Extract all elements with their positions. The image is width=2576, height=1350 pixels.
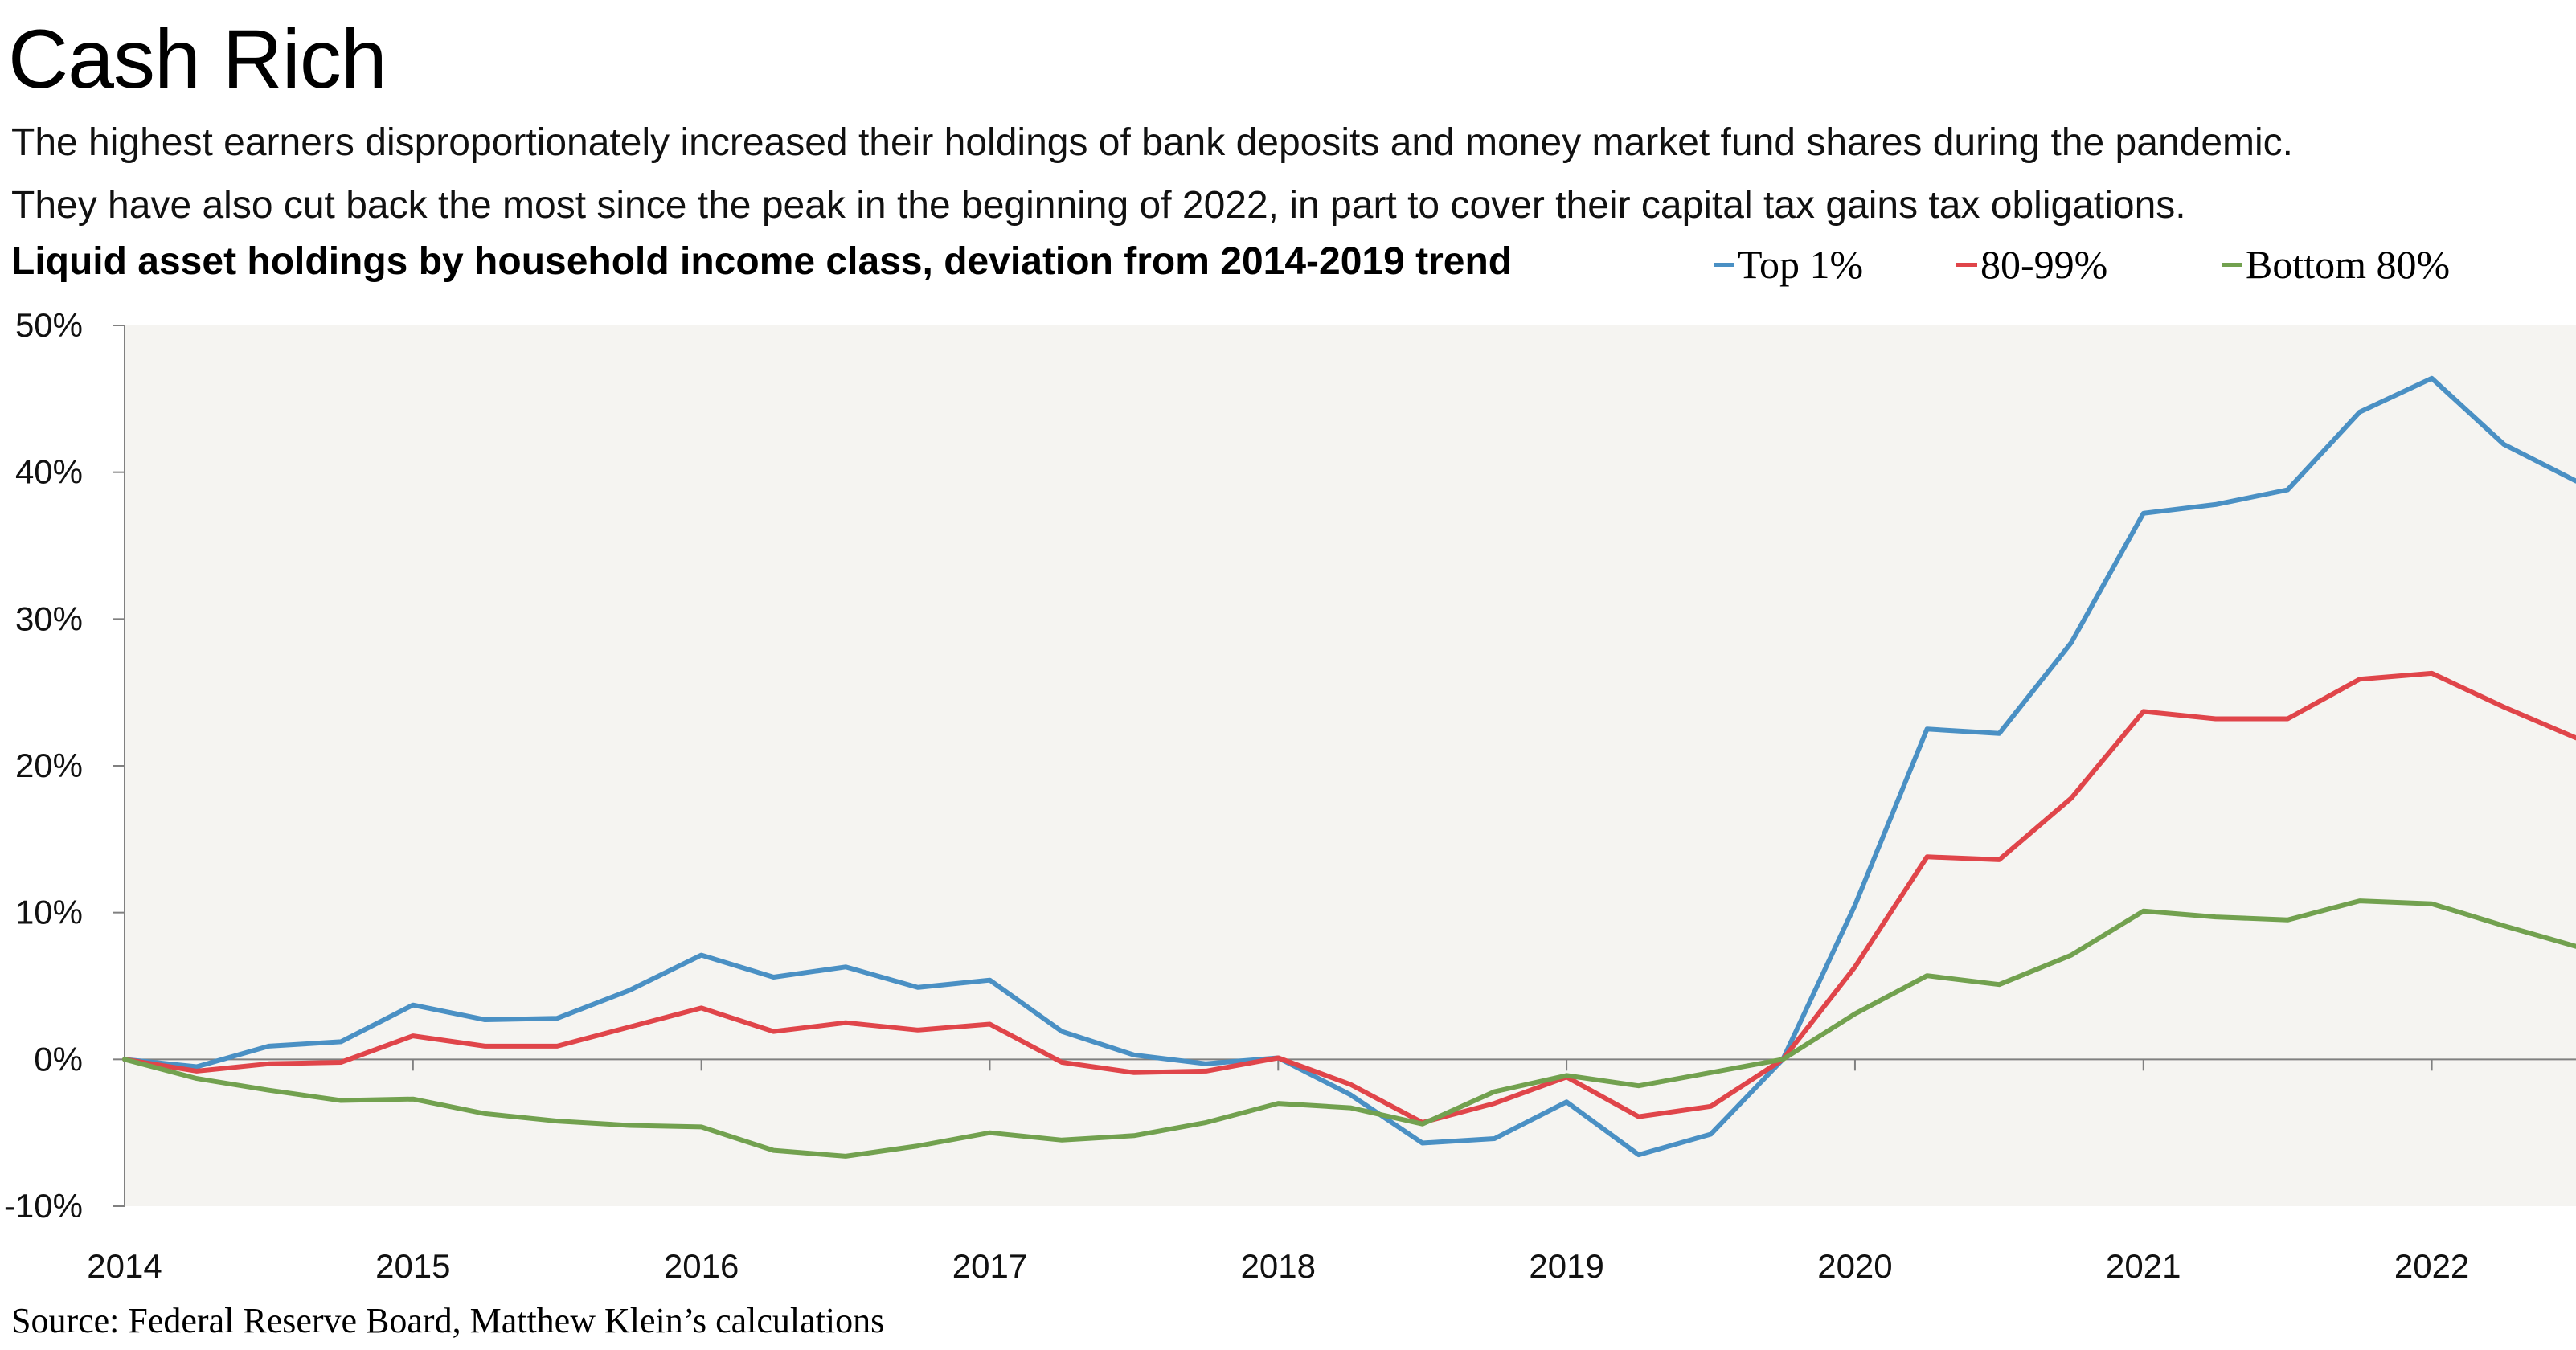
legend-item-80-99: 80-99% <box>1956 241 2107 288</box>
y-tick-label: 30% <box>15 599 83 637</box>
legend-swatch-bottom80 <box>2222 262 2242 267</box>
x-tick-label: 2016 <box>664 1247 739 1285</box>
chart-title: Cash Rich <box>8 13 387 106</box>
legend-item-bottom80: Bottom 80% <box>2222 241 2450 288</box>
subtitle-line-2: They have also cut back the most since t… <box>11 184 2186 227</box>
subtitle-line-1: The highest earners disproportionately i… <box>11 121 2294 164</box>
series-line-top1 <box>122 375 2576 1158</box>
x-tick-label: 2021 <box>2106 1247 2181 1285</box>
y-tick-label: 20% <box>15 747 83 784</box>
y-tick-label: -10% <box>4 1187 83 1225</box>
x-tick-label: 2019 <box>1529 1247 1603 1285</box>
legend-label-bottom80: Bottom 80% <box>2246 242 2451 287</box>
x-tick-label: 2022 <box>2394 1247 2469 1285</box>
x-tick-label: 2015 <box>375 1247 450 1285</box>
y-tick-label: 0% <box>34 1040 83 1078</box>
y-tick-label: 50% <box>15 306 83 344</box>
series-line-bottom80 <box>122 898 2576 1159</box>
x-tick-label: 2017 <box>952 1247 1027 1285</box>
chart-heading: Liquid asset holdings by household incom… <box>11 240 1513 283</box>
legend-swatch-80-99 <box>1956 262 1977 267</box>
legend-label-top1: Top 1% <box>1738 242 1864 287</box>
series-line-p80_99 <box>122 670 2576 1125</box>
y-tick-label: 10% <box>15 894 83 931</box>
x-tick-label: 2014 <box>87 1247 162 1285</box>
x-tick-label: 2018 <box>1241 1247 1316 1285</box>
x-tick-label: 2020 <box>1817 1247 1892 1285</box>
plot-area <box>125 325 2576 1206</box>
y-tick-label: 40% <box>15 453 83 491</box>
source-note: Source: Federal Reserve Board, Matthew K… <box>11 1301 885 1340</box>
legend-label-80-99: 80-99% <box>1980 242 2108 287</box>
legend-item-top1: Top 1% <box>1714 241 1863 288</box>
legend-swatch-top1 <box>1714 262 1734 267</box>
